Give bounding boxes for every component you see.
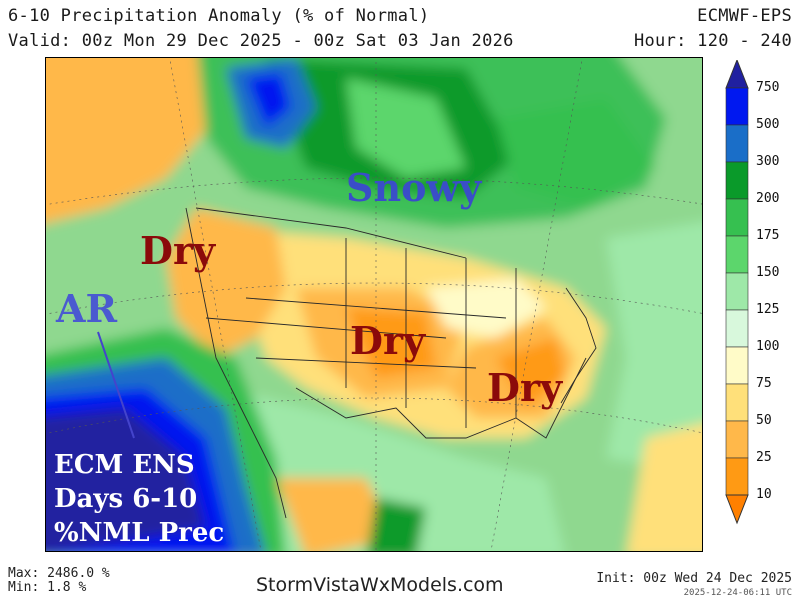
anomaly-field <box>46 58 702 551</box>
colorbar-label: 25 <box>756 450 772 465</box>
colorbar-cell <box>725 161 749 200</box>
ens-info-box: ECM ENS Days 6-10 %NML Prec <box>54 448 224 550</box>
colorbar-label: 750 <box>756 80 780 95</box>
min-value: Min: 1.8 % <box>8 580 87 595</box>
valid-period: Valid: 00z Mon 29 Dec 2025 - 00z Sat 03 … <box>8 31 514 51</box>
forecast-hours: Hour: 120 - 240 <box>633 31 792 51</box>
label-atmospheric-river: AR <box>56 286 118 331</box>
colorbar <box>725 60 749 525</box>
colorbar-label: 300 <box>756 154 780 169</box>
colorbar-label: 175 <box>756 228 780 243</box>
init-time: Init: 00z Wed 24 Dec 2025 <box>596 571 792 586</box>
colorbar-cell <box>725 346 749 385</box>
label-snowy: Snowy <box>346 165 482 210</box>
ens-line-3: %NML Prec <box>54 518 225 548</box>
colorbar-label: 50 <box>756 413 772 428</box>
ens-line-1: ECM ENS <box>54 450 195 480</box>
colorbar-label: 500 <box>756 117 780 132</box>
colorbar-cell <box>725 235 749 274</box>
colorbar-cell <box>725 87 749 126</box>
ar-pointer-line <box>97 331 135 439</box>
label-dry-southeast: Dry <box>487 365 563 410</box>
colorbar-cap-bottom <box>725 494 749 525</box>
colorbar-cap-top <box>725 60 749 89</box>
colorbar-cell <box>725 198 749 237</box>
site-watermark: StormVistaWxModels.com <box>256 574 504 596</box>
coastline-borders <box>185 207 597 519</box>
model-name: ECMWF-EPS <box>697 6 792 26</box>
colorbar-label: 75 <box>756 376 772 391</box>
generated-timestamp: 2025-12-24-06:11 UTC <box>683 588 792 598</box>
label-dry-central: Dry <box>350 318 426 363</box>
max-value: Max: 2486.0 % <box>8 566 110 581</box>
label-dry-west: Dry <box>140 228 216 273</box>
precip-anomaly-map <box>45 57 703 552</box>
ens-line-2: Days 6-10 <box>54 484 198 514</box>
colorbar-label: 125 <box>756 302 780 317</box>
colorbar-cell <box>725 124 749 163</box>
colorbar-cell <box>725 383 749 422</box>
colorbar-label: 200 <box>756 191 780 206</box>
colorbar-cell <box>725 457 749 496</box>
colorbar-label: 150 <box>756 265 780 280</box>
colorbar-label: 100 <box>756 339 780 354</box>
colorbar-cell <box>725 420 749 459</box>
colorbar-label: 10 <box>756 487 772 502</box>
colorbar-cell <box>725 272 749 311</box>
colorbar-cell <box>725 309 749 348</box>
map-title: 6-10 Precipitation Anomaly (% of Normal) <box>8 6 430 26</box>
graticule <box>46 58 702 551</box>
